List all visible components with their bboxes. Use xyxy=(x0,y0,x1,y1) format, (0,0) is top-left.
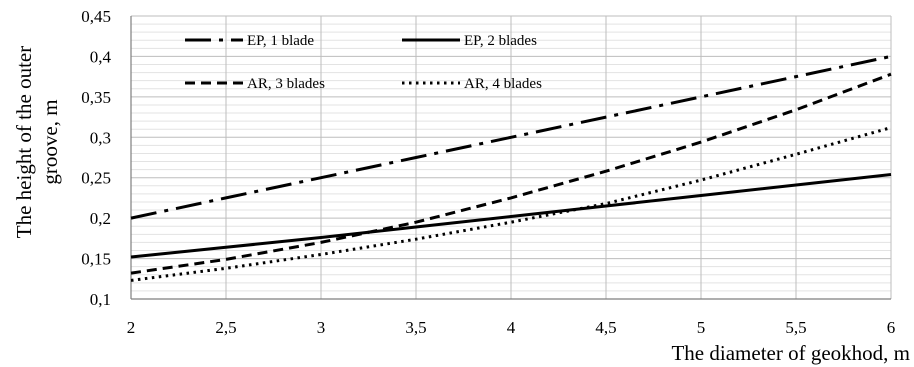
legend: EP, 1 blade EP, 2 blades AR, 3 blades AR, 4… xyxy=(185,33,542,92)
y-tick-label: 0,1 xyxy=(90,290,111,309)
legend-label-3: AR, 3 blades xyxy=(247,76,325,92)
x-tick-label: 4,5 xyxy=(595,318,616,337)
y-axis-label-line-1: The height of the outer xyxy=(12,46,36,238)
x-tick-label: 2,5 xyxy=(215,318,236,337)
y-axis-label-line-2: groove, m xyxy=(38,99,62,184)
legend-label-1: EP, 1 blade xyxy=(247,33,314,49)
y-axis-label: The height of the outer groove, m xyxy=(12,46,62,238)
y-tick-label: 0,35 xyxy=(81,88,111,107)
axes xyxy=(130,16,891,300)
tick-labels: 2 2,5 3 3,5 4 4,5 5 5,5 6 0,1 0,15 0,2 0,25 0,3 0,35 0,… xyxy=(81,7,895,337)
y-tick-label: 0,15 xyxy=(81,250,111,269)
x-tick-label: 3 xyxy=(317,318,326,337)
x-axis-label: The diameter of geokhod, m xyxy=(671,341,910,365)
y-tick-label: 0,2 xyxy=(90,209,111,228)
legend-label-2: EP, 2 blades xyxy=(464,33,537,49)
series-line-4 xyxy=(130,126,892,282)
x-tick-label: 3,5 xyxy=(405,318,426,337)
x-tick-label: 4 xyxy=(507,318,516,337)
x-tick-label: 5 xyxy=(697,318,706,337)
y-tick-label: 0,45 xyxy=(81,7,111,26)
y-tick-label: 0,25 xyxy=(81,169,111,188)
grid xyxy=(130,15,892,300)
series-line-3 xyxy=(130,72,892,275)
y-tick-label: 0,3 xyxy=(90,128,111,147)
legend-label-4: AR, 4 blades xyxy=(464,76,542,92)
series-line-1 xyxy=(130,54,892,220)
series-line-2 xyxy=(130,173,892,259)
y-tick-label: 0,4 xyxy=(90,47,112,66)
x-tick-label: 5,5 xyxy=(785,318,806,337)
x-tick-label: 2 xyxy=(127,318,136,337)
series-lines xyxy=(130,54,892,282)
x-tick-label: 6 xyxy=(887,318,896,337)
